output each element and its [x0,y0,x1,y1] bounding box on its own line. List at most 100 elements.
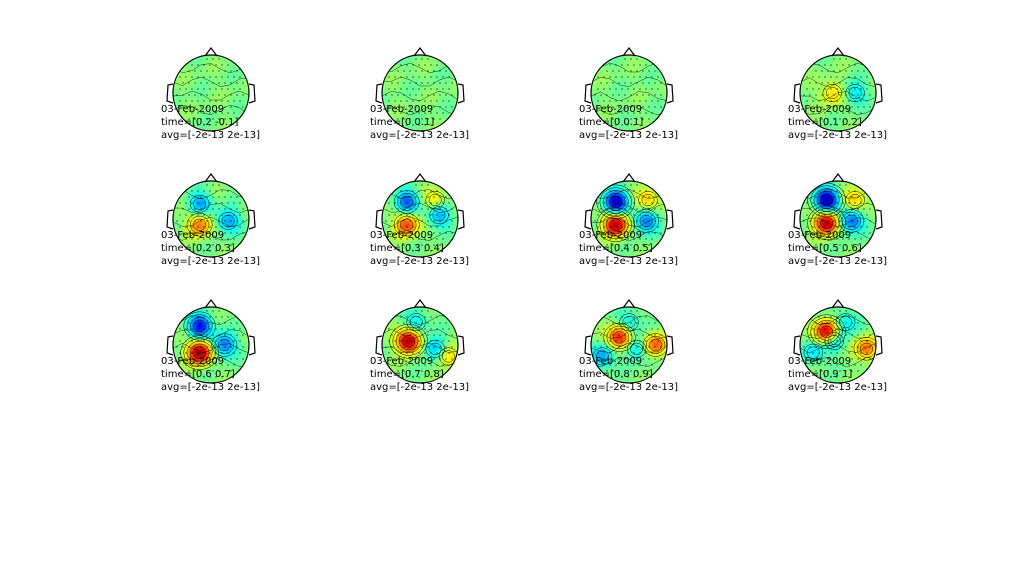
head-outline [381,54,459,132]
caption-time: time=[0.7 0.8] [370,369,444,380]
caption-avg: avg=[-2e-13 2e-13] [579,256,679,267]
topoplot-contours [800,313,876,368]
caption-date: 03-Feb-2009 [161,230,225,241]
right-ear-outline [248,335,256,356]
left-ear-outline [375,209,383,230]
head-outline [590,306,668,384]
topoplot-map [584,47,674,132]
caption-avg: avg=[-2e-13 2e-13] [161,130,261,141]
topoplot-map [166,47,256,132]
head-outline [590,180,668,258]
caption-date: 03-Feb-2009 [161,356,225,367]
panel-caption: 03-Feb-2009 time=[0.3 0.4] avg=[-2e-13 2e-… [370,229,469,268]
left-ear-outline [375,335,383,356]
nose-outline [413,47,427,57]
caption-avg: avg=[-2e-13 2e-13] [579,130,679,141]
panel-caption: 03-Feb-2009 time=[0.1 0.2] avg=[-2e-13 2e-… [788,103,887,142]
caption-time: time=[0.8 0.9] [579,369,653,380]
left-ear-outline [166,83,174,104]
caption-avg: avg=[-2e-13 2e-13] [370,382,470,393]
topoplot-panel: 03-Feb-2009 time=[0.4 0.5] avg=[-2e-13 2e-… [579,170,729,280]
topoplot-map [793,47,883,132]
left-ear-outline [793,209,801,230]
right-ear-outline [248,209,256,230]
caption-date: 03-Feb-2009 [579,230,643,241]
nose-outline [413,299,427,309]
sensor-markers [594,58,662,126]
sensor-markers [803,184,871,252]
topoplot-panel: 03-Feb-2009 time=[0.8 0.9] avg=[-2e-13 2e-… [579,296,729,406]
head-outline [799,54,877,132]
panel-caption: 03-Feb-2009 time=[0.4 0.5] avg=[-2e-13 2e-… [579,229,678,268]
topoplot-colormap [591,55,667,131]
caption-date: 03-Feb-2009 [161,104,225,115]
nose-outline [204,299,218,309]
sensor-markers [594,310,662,378]
topoplot-map [166,299,256,384]
nose-outline [413,173,427,183]
caption-date: 03-Feb-2009 [788,230,852,241]
topoplot-panel: 03-Feb-2009 time=[0.7 0.8] avg=[-2e-13 2e-… [370,296,520,406]
topoplot-map [793,299,883,384]
sensor-markers [803,310,871,378]
caption-time: time=[0 0.1] [370,117,435,128]
sensor-markers [385,310,453,378]
left-ear-outline [166,209,174,230]
caption-time: time=[0.2 0.3] [161,243,235,254]
sensor-markers [176,58,244,126]
topoplot-map [166,173,256,258]
topoplot-contours [173,311,249,370]
nose-outline [831,299,845,309]
left-ear-outline [584,83,592,104]
head-outline [381,180,459,258]
caption-avg: avg=[-2e-13 2e-13] [579,382,679,393]
caption-avg: avg=[-2e-13 2e-13] [370,130,470,141]
panel-caption: 03-Feb-2009 time=[0.7 0.8] avg=[-2e-13 2e-… [370,355,469,394]
nose-outline [831,173,845,183]
topoplot-contours [591,62,667,116]
caption-time: time=[0.6 0.7] [161,369,235,380]
nose-outline [622,299,636,309]
caption-date: 03-Feb-2009 [370,356,434,367]
right-ear-outline [457,209,465,230]
nose-outline [204,173,218,183]
right-ear-outline [248,83,256,104]
caption-avg: avg=[-2e-13 2e-13] [161,256,261,267]
left-ear-outline [584,209,592,230]
topoplot-contours [591,313,667,368]
panel-caption: 03-Feb-2009 time=[0.9 1] avg=[-2e-13 2e-13… [788,355,887,394]
topoplot-map [793,173,883,258]
caption-date: 03-Feb-2009 [579,356,643,367]
right-ear-outline [457,83,465,104]
topoplot-panel: 03-Feb-2009 time=[0.6 0.7] avg=[-2e-13 2e-… [161,296,311,406]
caption-date: 03-Feb-2009 [579,104,643,115]
caption-time: time=[0 0.1] [579,117,644,128]
panel-caption: 03-Feb-2009 time=[0.8 0.9] avg=[-2e-13 2e-… [579,355,678,394]
nose-outline [831,47,845,57]
head-outline [172,180,250,258]
panel-caption: 03-Feb-2009 time=[0.6 0.7] avg=[-2e-13 2e-… [161,355,260,394]
left-ear-outline [166,335,174,356]
nose-outline [204,47,218,57]
caption-date: 03-Feb-2009 [788,356,852,367]
panel-caption: 03-Feb-2009 time=[0 0.1] avg=[-2e-13 2e-13… [370,103,469,142]
caption-time: time=[0.3 0.4] [370,243,444,254]
caption-date: 03-Feb-2009 [370,230,434,241]
head-outline [799,180,877,258]
caption-avg: avg=[-2e-13 2e-13] [161,382,261,393]
panel-caption: 03-Feb-2009 time=[0.2 0.3] avg=[-2e-13 2e-… [161,229,260,268]
topoplot-panel: 03-Feb-2009 time=[0.3 0.4] avg=[-2e-13 2e-… [370,170,520,280]
caption-time: time=[0.2 -0.1] [161,117,239,128]
sensor-markers [803,58,871,126]
panel-caption: 03-Feb-2009 time=[0 0.1] avg=[-2e-13 2e-13… [579,103,678,142]
topoplot-contours [173,63,249,115]
caption-avg: avg=[-2e-13 2e-13] [788,256,888,267]
caption-time: time=[0.5 0.6] [788,243,862,254]
left-ear-outline [793,83,801,104]
sensor-markers [594,184,662,252]
caption-avg: avg=[-2e-13 2e-13] [788,382,888,393]
left-ear-outline [584,335,592,356]
caption-avg: avg=[-2e-13 2e-13] [370,256,470,267]
sensor-markers [385,58,453,126]
